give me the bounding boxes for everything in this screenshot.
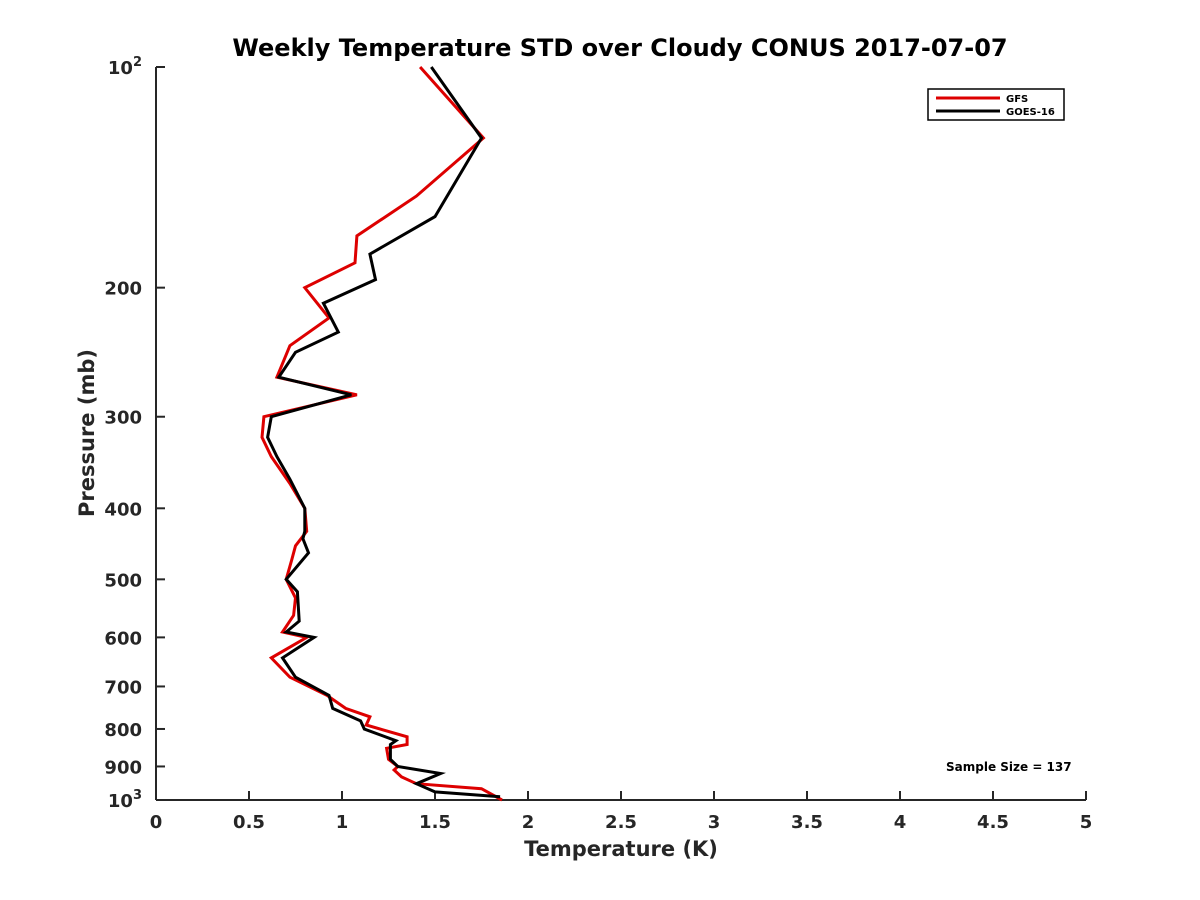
legend-box — [927, 88, 1065, 121]
x-tick-label: 0 — [150, 812, 163, 833]
x-axis-ticks: 0 0.5 1 1.5 2 2.5 3 3.5 4 4.5 5 — [150, 791, 1093, 833]
x-tick-label: 3.5 — [791, 812, 823, 833]
legend-label-gfs: GFS — [1006, 94, 1028, 105]
legend: GFS GOES-16 — [927, 88, 1065, 121]
y-tick-label: 102 — [108, 55, 142, 79]
y-tick-label: 400 — [104, 499, 142, 520]
x-axis-label: Temperature (K) — [524, 837, 718, 861]
chart-title: Weekly Temperature STD over Cloudy CONUS… — [232, 34, 1007, 62]
legend-label-goes16: GOES-16 — [1006, 107, 1055, 118]
y-tick-label: 800 — [104, 720, 142, 741]
x-tick-label: 1 — [336, 812, 349, 833]
x-tick-label: 4.5 — [977, 812, 1009, 833]
series-line-goes16 — [266, 66, 501, 799]
y-tick-label: 300 — [104, 408, 142, 429]
y-tick-label: 700 — [104, 677, 142, 698]
series-layer — [260, 66, 503, 802]
x-tick-label: 1.5 — [419, 812, 451, 833]
x-tick-label: 2 — [522, 812, 535, 833]
x-tick-label: 4 — [894, 812, 907, 833]
x-tick-label: 5 — [1080, 812, 1093, 833]
y-tick-label: 900 — [104, 757, 142, 778]
sample-size-annotation: Sample Size = 137 — [946, 760, 1072, 774]
y-axis-label: Pressure (mb) — [75, 349, 99, 517]
y-tick-label: 103 — [108, 788, 142, 812]
x-tick-label: 0.5 — [233, 812, 265, 833]
y-axis-ticks: 102 200 300 400 500 600 700 800 900 103 — [104, 55, 165, 812]
y-tick-label: 200 — [104, 279, 142, 300]
y-tick-label: 600 — [104, 628, 142, 649]
series-line-gfs — [260, 66, 503, 802]
y-tick-label: 500 — [104, 570, 142, 591]
x-tick-label: 2.5 — [605, 812, 637, 833]
x-tick-label: 3 — [708, 812, 721, 833]
